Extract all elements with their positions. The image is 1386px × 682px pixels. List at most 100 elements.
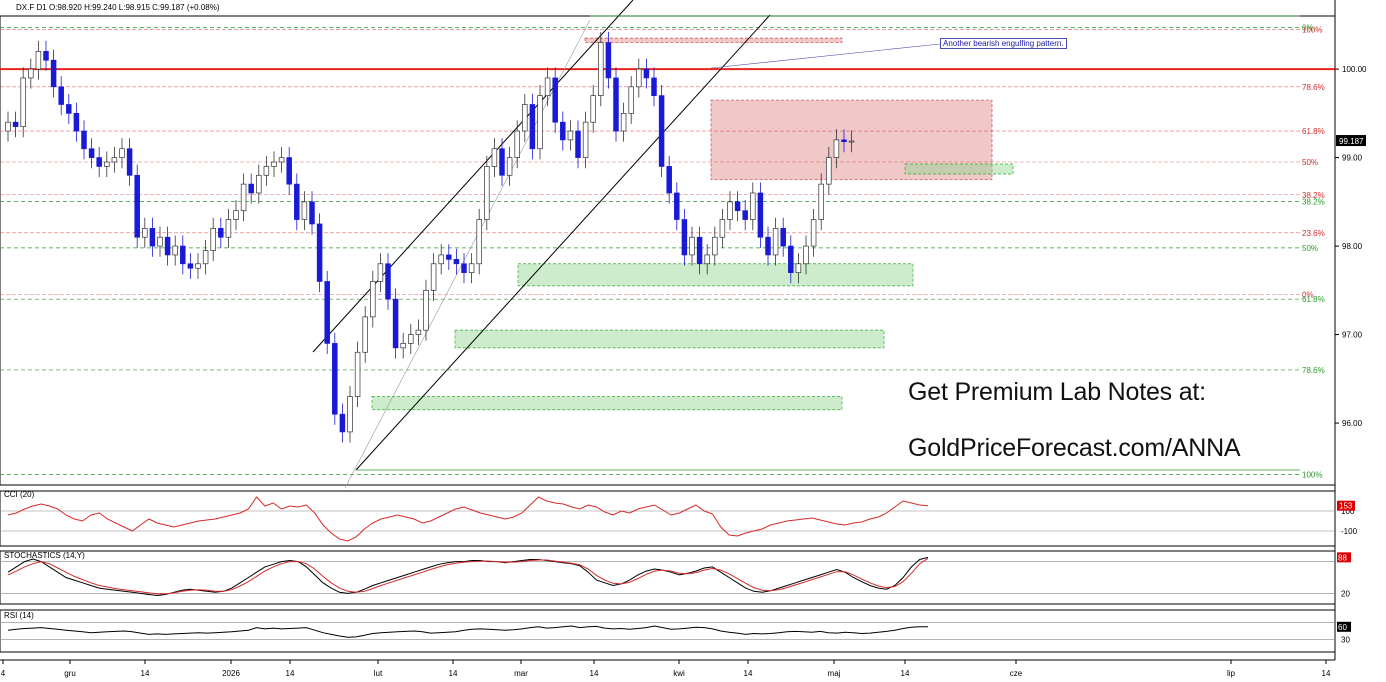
candle-body-77 xyxy=(590,95,596,123)
candle-body-105 xyxy=(803,245,809,265)
candle-body-86 xyxy=(658,95,665,167)
support-zone-small xyxy=(904,163,1014,175)
resistance-zone-1 xyxy=(584,37,843,43)
support-zone-4 xyxy=(371,396,843,411)
candle-15 xyxy=(119,138,125,169)
candle-96 xyxy=(734,191,741,222)
candle-body-7 xyxy=(58,86,64,105)
x-tick-4: 14 xyxy=(286,669,295,678)
candle-73 xyxy=(560,111,566,151)
candle-61 xyxy=(468,253,475,284)
candle-body-28 xyxy=(218,228,224,238)
candle-21 xyxy=(164,226,171,266)
candle-body-22 xyxy=(172,245,178,256)
cci-tick-1: -100 xyxy=(1341,527,1358,536)
candle-body-5 xyxy=(43,51,49,61)
candle-59 xyxy=(453,248,460,275)
candle-body-9 xyxy=(73,112,80,132)
candle-32 xyxy=(248,173,254,204)
candle-body-30 xyxy=(233,210,239,220)
candle-14 xyxy=(111,146,118,173)
candle-body-91 xyxy=(696,236,703,265)
candle-body-3 xyxy=(28,68,34,79)
candle-body-87 xyxy=(666,166,672,194)
ohlc-readout: O:98.920 H:99.240 L:98.915 C:99.187 (+0.… xyxy=(48,3,220,12)
candle-body-63 xyxy=(484,166,490,220)
promo-line-2[interactable]: GoldPriceForecast.com/ANNA xyxy=(908,434,1241,462)
candle-body-32 xyxy=(248,183,254,194)
candle-19 xyxy=(149,217,156,257)
candle-45 xyxy=(347,385,353,443)
candle-body-70 xyxy=(537,95,543,150)
candle-body-47 xyxy=(362,316,368,353)
stoch-k-line xyxy=(7,556,929,597)
candle-body-88 xyxy=(674,192,680,220)
candle-98 xyxy=(750,182,756,231)
candle-101 xyxy=(772,217,779,266)
candle-31 xyxy=(240,173,247,222)
cci-value-label: 153 xyxy=(1339,502,1353,511)
candle-body-25 xyxy=(195,263,201,269)
promo-line-1: Get Premium Lab Notes at: xyxy=(908,378,1206,406)
candle-108 xyxy=(826,146,832,195)
x-tick-2: 14 xyxy=(141,669,150,678)
fib-green-label-3: 61.8% xyxy=(1302,295,1325,304)
candle-body-68 xyxy=(522,104,528,132)
candle-body-66 xyxy=(506,157,513,176)
candle-51 xyxy=(392,288,399,359)
candle-body-20 xyxy=(157,236,163,247)
candle-body-58 xyxy=(446,254,452,260)
x-tick-7: mar xyxy=(514,669,528,678)
candle-body-1 xyxy=(12,121,19,127)
candle-64 xyxy=(491,138,498,178)
candle-40 xyxy=(309,191,315,235)
candle-74 xyxy=(567,120,574,151)
x-tick-8: 14 xyxy=(590,669,599,678)
candle-16 xyxy=(126,138,133,186)
candle-body-101 xyxy=(772,228,779,256)
candle-88 xyxy=(674,182,680,231)
candle-body-0 xyxy=(5,121,11,132)
candle-57 xyxy=(438,244,444,275)
candle-7 xyxy=(58,76,64,116)
candle-body-96 xyxy=(734,201,741,212)
candle-22 xyxy=(172,235,178,266)
candle-body-80 xyxy=(613,77,619,132)
candle-body-61 xyxy=(468,263,475,273)
channel-upper-line xyxy=(312,0,634,353)
candle-99 xyxy=(757,182,764,248)
candle-94 xyxy=(719,208,726,248)
candle-89 xyxy=(681,208,688,266)
fib-red-label-1: 23.6% xyxy=(1302,229,1325,238)
candle-24 xyxy=(187,253,194,279)
candle-34 xyxy=(263,155,270,186)
candle-48 xyxy=(370,270,376,328)
candle-body-8 xyxy=(66,104,72,114)
candle-46 xyxy=(354,341,361,408)
x-tick-1: gru xyxy=(64,669,76,678)
candle-body-29 xyxy=(225,219,232,238)
candle-body-76 xyxy=(582,121,589,158)
fib-green-label-0: 0% xyxy=(1302,24,1314,33)
candle-84 xyxy=(643,58,650,89)
candle-79 xyxy=(605,31,612,89)
cci-tick-0: 100 xyxy=(1341,507,1355,516)
cci-title: CCI (20) xyxy=(4,490,35,499)
candle-body-100 xyxy=(765,236,771,256)
candle-body-60 xyxy=(461,263,467,273)
candle-1 xyxy=(12,111,19,138)
candle-body-93 xyxy=(712,236,718,256)
candle-body-95 xyxy=(727,201,733,220)
timeframe-label: D1 xyxy=(36,3,47,12)
candle-body-26 xyxy=(202,250,209,265)
candle-body-99 xyxy=(757,192,764,238)
stochastics-title: STOCHASTICS (14,Y) xyxy=(4,551,85,560)
candle-65 xyxy=(499,138,505,186)
x-tick-9: kwi xyxy=(673,669,685,678)
support-zone-2 xyxy=(517,263,914,287)
candle-body-78 xyxy=(598,42,604,96)
x-tick-12: 14 xyxy=(901,669,910,678)
candle-body-37 xyxy=(286,157,292,185)
support-zone-3 xyxy=(454,329,885,349)
price-tick-1: 99.00 xyxy=(1342,154,1363,163)
